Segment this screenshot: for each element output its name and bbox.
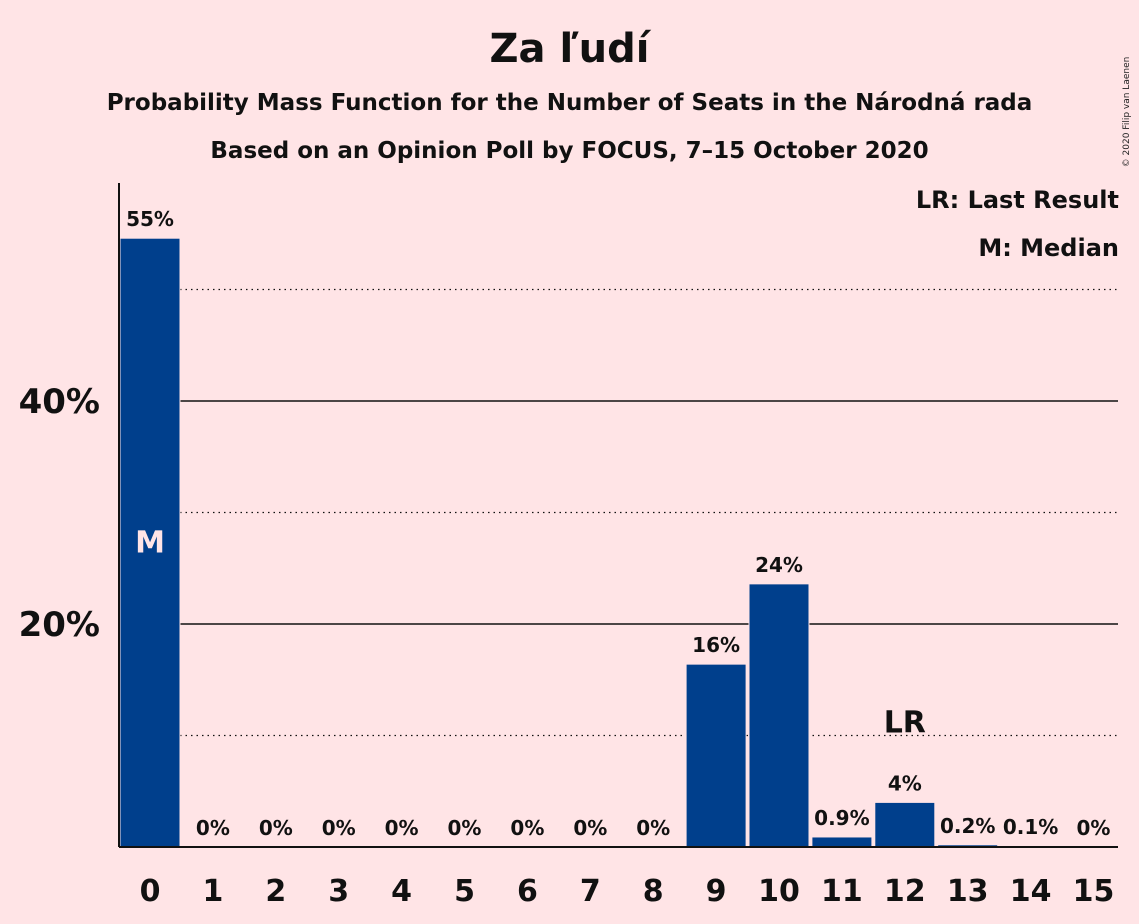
x-tick-label: 8 [643, 874, 664, 909]
x-tick-label: 1 [202, 874, 223, 909]
data-label: 0% [448, 816, 482, 840]
data-label: 0.9% [814, 806, 869, 830]
data-label: 24% [755, 553, 803, 577]
legend-last-result: LR: Last Result [915, 186, 1119, 214]
last-result-marker: LR [884, 705, 926, 740]
data-label: 16% [692, 633, 740, 657]
x-tick-label: 5 [454, 874, 475, 909]
data-label: 4% [888, 771, 922, 795]
x-tick-label: 12 [884, 874, 926, 909]
x-tick-label: 9 [706, 874, 727, 909]
median-marker: M [135, 526, 165, 561]
data-label: 0% [259, 816, 293, 840]
data-label: 0% [636, 816, 670, 840]
bar [874, 801, 936, 848]
x-tick-label: 10 [758, 874, 800, 909]
y-tick-label: 20% [19, 605, 100, 645]
bar [748, 583, 810, 848]
data-label: 0% [322, 816, 356, 840]
chart-subtitle: Probability Mass Function for the Number… [106, 90, 1033, 116]
legend-median: M: Median [978, 234, 1119, 262]
data-label: 0% [573, 816, 607, 840]
bar [119, 237, 181, 848]
x-tick-label: 2 [265, 874, 286, 909]
chart-title: Za ľudí [489, 26, 650, 72]
data-label: 0.2% [940, 814, 995, 838]
data-label: 55% [126, 207, 174, 231]
bar [811, 836, 873, 848]
x-tick-label: 13 [947, 874, 989, 909]
data-label: 0.1% [1003, 815, 1058, 839]
y-tick-label: 40% [19, 382, 100, 422]
x-tick-label: 15 [1073, 874, 1115, 909]
x-tick-label: 4 [391, 874, 412, 909]
x-tick-label: 14 [1010, 874, 1052, 909]
data-label: 0% [510, 816, 544, 840]
x-tick-label: 7 [580, 874, 601, 909]
x-tick-label: 11 [821, 874, 863, 909]
x-tick-label: 3 [328, 874, 349, 909]
data-label: 0% [1077, 816, 1111, 840]
data-label: 0% [385, 816, 419, 840]
data-label: 0% [196, 816, 230, 840]
bar [685, 663, 747, 848]
x-tick-label: 6 [517, 874, 538, 909]
x-tick-label: 0 [140, 874, 161, 909]
chart-subtitle-source: Based on an Opinion Poll by FOCUS, 7–15 … [210, 138, 929, 164]
